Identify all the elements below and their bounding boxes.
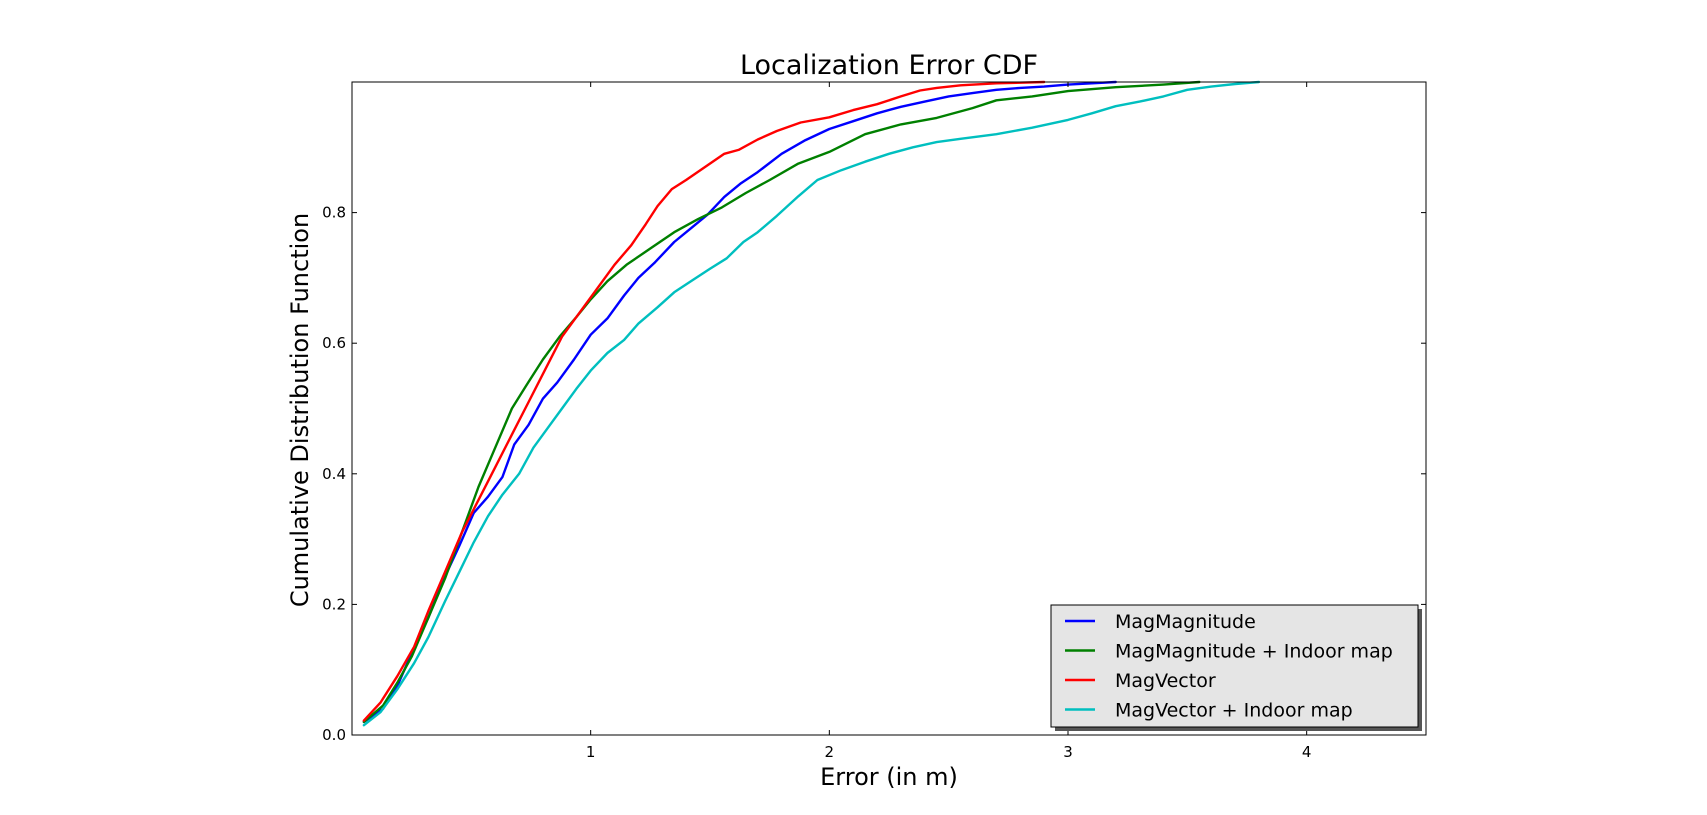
y-tick-label: 0.8 [322,204,346,222]
legend: MagMagnitude MagMagnitude + Indoor map Mag… [1050,604,1422,731]
series-line-3 [362,80,1261,727]
legend-label-1: MagMagnitude + Indoor map [1115,641,1393,663]
x-tick-label: 3 [1063,743,1073,761]
legend-box [1050,604,1419,728]
y-tick-label: 0.4 [322,465,346,483]
y-tick-label: 0.2 [322,595,346,613]
y-tick-label: 0.6 [322,334,346,352]
x-tick-label: 4 [1302,743,1312,761]
x-axis-label: Error (in m) [820,763,958,791]
series-line-0 [362,80,1117,724]
x-tick-label: 2 [825,743,835,761]
series-line-2 [362,80,1046,722]
series-layer [362,80,1261,727]
legend-label-2: MagVector [1115,670,1216,692]
chart-title: Localization Error CDF [740,50,1038,81]
y-axis: 0.0 0.2 0.4 0.6 0.8 [322,204,1426,744]
y-axis-label: Cumulative Distribution Function [286,213,314,607]
plot-frame [351,81,1427,736]
y-tick-label: 0.0 [322,726,346,744]
x-tick-label: 1 [586,743,596,761]
legend-label-0: MagMagnitude [1115,611,1256,633]
legend-label-3: MagVector + Indoor map [1115,700,1353,722]
x-axis: 1 2 3 4 [586,82,1312,761]
